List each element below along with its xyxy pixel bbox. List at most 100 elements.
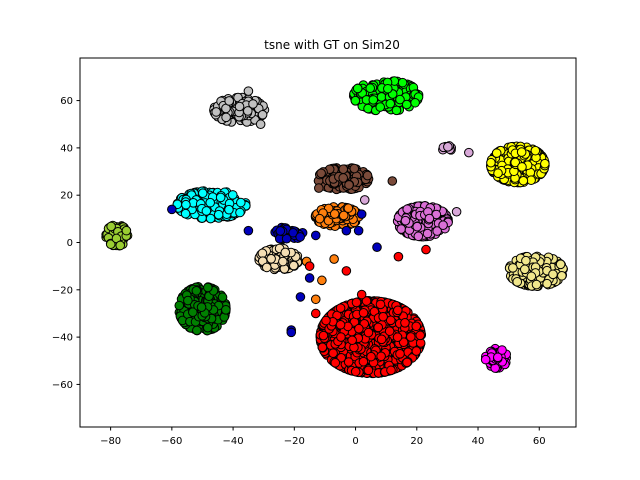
point-cluster-10 — [508, 263, 518, 273]
y-tick-label: 20 — [60, 191, 73, 202]
point-cluster-3 — [316, 168, 326, 179]
point-cluster-0 — [383, 83, 393, 94]
point-cluster-12 — [411, 321, 422, 332]
y-axis: −60 −40 −20 0 20 40 60 — [52, 96, 80, 391]
x-tick-label: 0 — [352, 436, 358, 447]
point-outlier — [341, 225, 352, 236]
point-cluster-7 — [275, 226, 286, 236]
point-outlier — [243, 225, 254, 236]
y-tick-label: 40 — [60, 143, 73, 154]
point-cluster-4 — [181, 199, 191, 210]
point-cluster-0 — [375, 102, 386, 112]
point-cluster-4 — [205, 213, 216, 224]
point-cluster-12 — [375, 299, 386, 310]
point-cluster-12 — [321, 315, 331, 326]
point-cluster-11 — [217, 292, 228, 303]
point-cluster-4 — [236, 197, 246, 208]
x-tick-label: 20 — [410, 436, 423, 447]
point-cluster-4 — [205, 197, 216, 208]
point-outlier — [286, 327, 297, 338]
point-cluster-9 — [266, 253, 276, 264]
point-cluster-12 — [363, 365, 374, 376]
point-cluster-2 — [530, 145, 541, 156]
point-outlier — [314, 183, 324, 193]
point-cluster-12 — [376, 351, 386, 362]
point-cluster-0 — [395, 94, 405, 105]
point-cluster-12 — [393, 305, 403, 316]
point-outlier — [353, 225, 364, 236]
point-cluster-8 — [121, 225, 132, 236]
point-cluster-12 — [358, 356, 369, 367]
point-cluster-9 — [280, 247, 291, 258]
point-cluster-4 — [215, 192, 226, 203]
point-cluster-5 — [431, 209, 442, 220]
point-cluster-13 — [493, 352, 503, 363]
point-cluster-2 — [493, 168, 503, 179]
point-cluster-4 — [180, 208, 191, 219]
point-cluster-11 — [183, 295, 193, 306]
point-cluster-5 — [400, 215, 411, 226]
point-cluster-11 — [203, 282, 213, 293]
point-cluster-9 — [288, 260, 299, 271]
point-cluster-11 — [191, 286, 202, 296]
point-cluster-5 — [432, 226, 442, 236]
point-cluster-10 — [526, 271, 537, 282]
point-cluster-12 — [392, 332, 403, 342]
point-outlier — [372, 242, 382, 253]
point-cluster-3 — [349, 163, 360, 174]
point-cluster-12 — [354, 323, 364, 334]
point-outlier — [167, 204, 177, 215]
point-cluster-4 — [227, 190, 238, 200]
point-cluster-0 — [410, 97, 420, 108]
point-cluster-12 — [415, 330, 426, 341]
point-cluster-0 — [350, 95, 361, 106]
point-cluster-0 — [401, 99, 412, 110]
point-cluster-12 — [363, 327, 374, 338]
point-cluster-11 — [202, 322, 213, 333]
chart-title: tsne with GT on Sim20 — [264, 38, 400, 52]
point-cluster-1 — [224, 96, 234, 106]
point-cluster-1 — [243, 106, 253, 116]
point-cluster-1 — [257, 109, 268, 120]
y-tick-label: −40 — [52, 333, 73, 344]
point-cluster-0 — [385, 98, 396, 109]
x-tick-label: −60 — [161, 436, 182, 447]
point-cluster-10 — [521, 255, 531, 266]
point-cluster-0 — [363, 103, 373, 114]
point-outlier — [464, 147, 474, 158]
point-cluster-12 — [350, 366, 361, 377]
x-tick-label: −20 — [284, 436, 305, 447]
point-cluster-0 — [397, 77, 408, 88]
point-cluster-3 — [338, 164, 349, 174]
point-cluster-1 — [248, 99, 258, 109]
data-points — [101, 76, 568, 379]
point-outlier — [356, 209, 367, 219]
point-cluster-4 — [224, 204, 234, 215]
point-cluster-6 — [343, 203, 354, 213]
point-cluster-5 — [402, 204, 413, 215]
point-outlier — [304, 273, 315, 283]
point-cluster-0 — [368, 95, 379, 105]
point-cluster-12 — [358, 308, 369, 318]
point-cluster-1 — [234, 101, 245, 112]
point-cluster-12 — [335, 303, 346, 313]
x-axis: −80 −60 −40 −20 0 20 40 60 — [100, 427, 546, 447]
y-tick-label: −60 — [52, 380, 73, 391]
point-cluster-10 — [519, 264, 530, 275]
point-cluster-0 — [391, 105, 402, 116]
point-cluster-5 — [438, 220, 448, 230]
point-cluster-12 — [405, 332, 416, 342]
point-cluster-5 — [413, 231, 424, 242]
point-cluster-4 — [235, 207, 245, 218]
point-cluster-12 — [376, 334, 387, 345]
point-cluster-11 — [192, 325, 202, 336]
point-cluster-9 — [261, 262, 272, 273]
point-cluster-3 — [344, 180, 354, 190]
point-cluster-10 — [548, 269, 558, 280]
point-cluster-12 — [335, 319, 346, 330]
point-cluster-12 — [378, 311, 388, 322]
point-cluster-10 — [555, 259, 566, 270]
y-tick-label: 60 — [60, 96, 73, 107]
point-cluster-6 — [329, 209, 340, 219]
point-cluster-9 — [278, 256, 288, 267]
